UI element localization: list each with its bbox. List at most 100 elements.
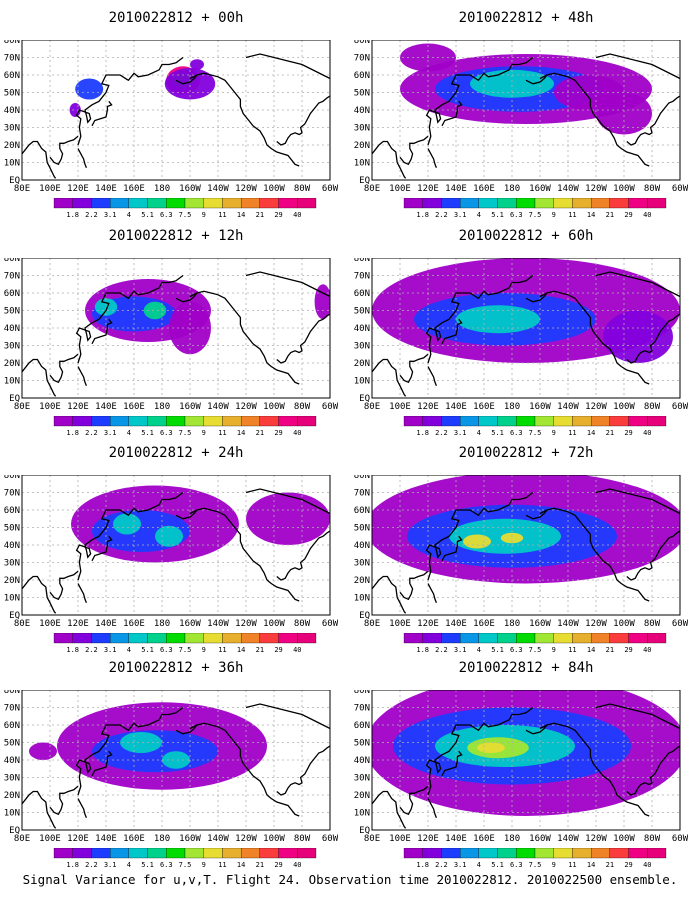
colorbar-swatch	[628, 416, 648, 427]
x-tick-label: 160E	[473, 402, 495, 412]
coastline	[276, 745, 330, 796]
y-tick-label: 20N	[354, 791, 370, 801]
x-tick-label: 120E	[417, 834, 439, 844]
colorbar-label: 40	[293, 429, 301, 437]
colorbar-label: 3.1	[104, 429, 117, 437]
colorbar-swatch	[647, 633, 667, 644]
colorbar-label: 40	[643, 861, 651, 869]
colorbar-label: 4	[127, 429, 131, 437]
colorbar-label: 1.8	[66, 429, 79, 437]
colorbar-label: 11	[218, 211, 226, 219]
colorbar-swatch	[184, 633, 204, 644]
colorbar-swatch	[459, 848, 480, 859]
variance-blob	[75, 78, 104, 100]
variance-blob	[120, 732, 162, 753]
coastline	[276, 530, 330, 581]
colorbar-swatch	[297, 848, 317, 859]
coastline	[595, 488, 680, 515]
colorbar: 1.8 2.2 3.1 4 5.1 6.3 7.5 9 11 14 21 29 40	[53, 633, 317, 654]
colorbar-swatch	[609, 848, 629, 859]
y-tick-label: 20N	[354, 576, 370, 586]
y-tick-label: 10N	[4, 377, 20, 387]
y-tick-label: EQ	[9, 826, 20, 836]
coastline	[427, 148, 438, 169]
colorbar-swatch	[628, 633, 648, 644]
colorbar-swatch	[478, 633, 498, 644]
y-tick-label: 50N	[354, 89, 370, 99]
y-tick-label: 30N	[354, 342, 370, 352]
coastline	[372, 358, 407, 397]
coastline	[372, 140, 407, 179]
x-tick-label: 140E	[95, 184, 117, 194]
x-tick-label: 100E	[39, 834, 61, 844]
coastline	[175, 74, 198, 85]
x-tick-label: 120E	[417, 402, 439, 412]
colorbar-swatch	[647, 198, 667, 209]
x-tick-label: 160E	[123, 402, 145, 412]
x-tick-label: 100E	[389, 184, 411, 194]
colorbar: 1.8 2.2 3.1 4 5.1 6.3 7.5 9 11 14 21 29 40	[53, 416, 317, 437]
y-tick-label: 70N	[4, 54, 20, 64]
x-tick-label: 140E	[95, 619, 117, 629]
panel-title: 2010022812 + 84h	[458, 660, 594, 676]
coastline	[427, 798, 438, 819]
y-tick-label: 30N	[354, 124, 370, 134]
colorbar-label: 7.5	[529, 211, 542, 219]
colorbar-label: 9	[552, 646, 556, 654]
x-tick-label: 80W	[294, 834, 311, 844]
coastline	[399, 570, 429, 601]
colorbar-label: 40	[643, 429, 651, 437]
y-tick-label: 60N	[4, 721, 20, 731]
y-tick-label: 60N	[4, 71, 20, 81]
colorbar-label: 7.5	[179, 211, 192, 219]
y-tick-label: 40N	[4, 541, 20, 551]
colorbar-swatch	[91, 198, 111, 209]
coastline	[425, 706, 534, 796]
colorbar-label: 2.2	[85, 861, 98, 869]
colorbar-label: 1.8	[416, 211, 429, 219]
x-tick-label: 180	[504, 184, 520, 194]
colorbar-label: 1.8	[416, 429, 429, 437]
coastline	[22, 358, 57, 397]
colorbar-swatch	[240, 198, 261, 209]
x-tick-label: 120W	[585, 402, 607, 412]
coastline	[372, 790, 407, 829]
colorbar-label: 9	[202, 211, 206, 219]
map-frame	[371, 475, 681, 616]
colorbar-swatch	[128, 198, 148, 209]
colorbar-label: 7.5	[179, 429, 192, 437]
y-tick-label: 70N	[4, 489, 20, 499]
colorbar: 1.8 2.2 3.1 4 5.1 6.3 7.5 9 11 14 21 29 40	[403, 198, 667, 219]
variance-blob	[155, 525, 183, 547]
colorbar-swatch	[422, 633, 442, 644]
colorbar-swatch	[441, 198, 461, 209]
y-tick-label: 40N	[4, 756, 20, 766]
x-tick-label: 160E	[473, 619, 495, 629]
colorbar-label: 1.8	[66, 861, 79, 869]
colorbar-swatch	[166, 633, 186, 644]
colorbar-swatch	[516, 416, 536, 427]
y-tick-label: 70N	[4, 272, 20, 282]
y-tick-label: 40N	[354, 324, 370, 334]
coastline	[175, 724, 198, 735]
coastline	[91, 100, 113, 127]
y-tick-label: 70N	[4, 704, 20, 714]
x-tick-label: 80E	[364, 184, 380, 194]
coastline	[276, 313, 330, 364]
x-tick-label: 60W	[322, 834, 338, 844]
variance-blob	[190, 59, 204, 70]
variance-blob	[29, 742, 57, 760]
coastline	[77, 798, 88, 819]
colorbar-swatch	[647, 416, 667, 427]
colorbar-label: 4	[477, 646, 481, 654]
x-tick-label: 80E	[14, 834, 30, 844]
x-tick-label: 160W	[529, 619, 551, 629]
colorbar-label: 6.3	[160, 211, 173, 219]
x-tick-label: 120W	[585, 834, 607, 844]
colorbar: 1.8 2.2 3.1 4 5.1 6.3 7.5 9 11 14 21 29 40	[53, 848, 317, 869]
y-tick-label: 40N	[354, 106, 370, 116]
y-tick-label: 30N	[4, 559, 20, 569]
map-panel: EQ 10N 20N 30N 40N 50N 60N 70N 80N 80E 100E 120E 140…	[4, 690, 338, 844]
colorbar-label: 21	[606, 646, 614, 654]
colorbar-swatch	[166, 416, 186, 427]
